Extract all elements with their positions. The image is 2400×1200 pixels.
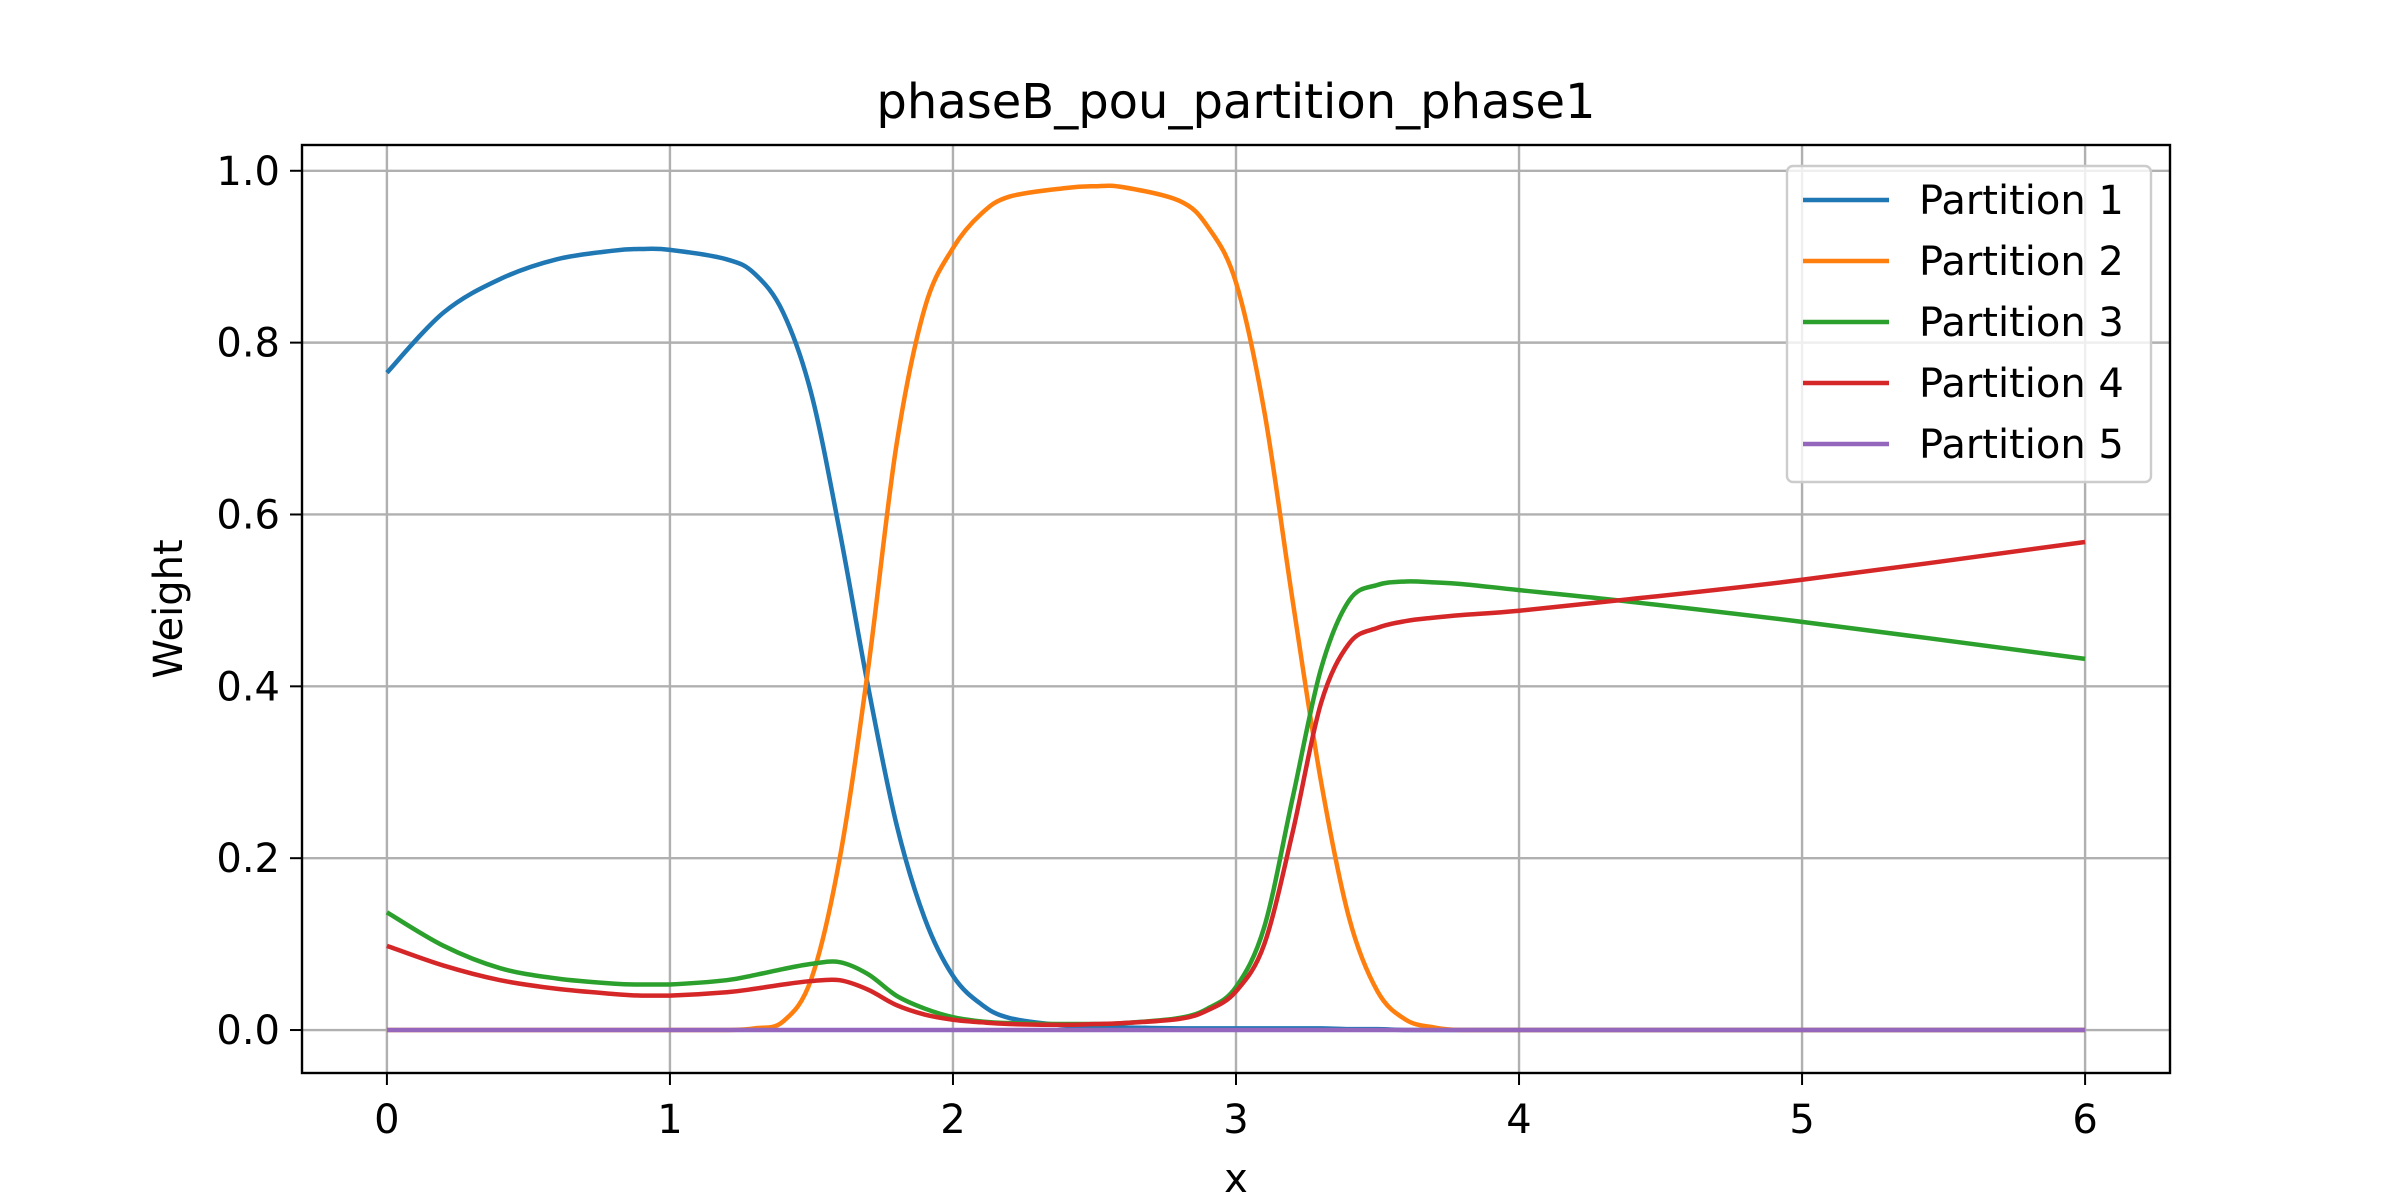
y-tick-label: 0.2 xyxy=(216,836,280,882)
legend-label: Partition 1 xyxy=(1919,178,2124,224)
legend-box xyxy=(1785,164,2153,484)
series-layer xyxy=(385,183,2086,1033)
y-tick-label: 0.4 xyxy=(216,664,280,710)
series-line-partition-4 xyxy=(386,539,2086,1028)
x-tick-label: 3 xyxy=(1223,1097,1248,1143)
y-tick-label: 1.0 xyxy=(216,149,280,195)
y-axis-label: Weight xyxy=(146,539,192,678)
legend-label: Partition 3 xyxy=(1919,300,2124,346)
x-tick-label: 6 xyxy=(2072,1097,2097,1143)
legend-label: Partition 4 xyxy=(1919,361,2124,407)
x-tick-label: 0 xyxy=(374,1097,399,1143)
y-tick-label: 0.6 xyxy=(216,492,280,538)
x-tick-label: 2 xyxy=(940,1097,965,1143)
ticks: 0 1 2 3 4 5 6 0.0 0.2 0.4 0.6 0.8 1.0 xyxy=(216,149,2097,1143)
x-tick-label: 5 xyxy=(1789,1097,1814,1143)
legend-label: Partition 5 xyxy=(1919,422,2124,468)
x-tick-label: 4 xyxy=(1506,1097,1531,1143)
x-tick-label: 1 xyxy=(657,1097,682,1143)
y-tick-label: 0.8 xyxy=(216,321,280,367)
legend-label: Partition 2 xyxy=(1919,239,2124,285)
y-tick-label: 0.0 xyxy=(216,1008,280,1054)
legend: Partition 1 Partition 2 Partition 3 Partiti… xyxy=(1785,164,2153,484)
x-axis-label: x xyxy=(1224,1156,1248,1200)
chart-title: phaseB_pou_partition_phase1 xyxy=(876,74,1595,130)
